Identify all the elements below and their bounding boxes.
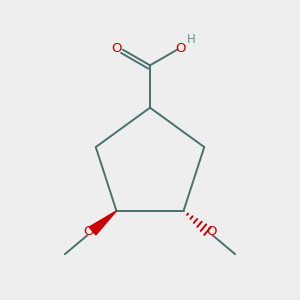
Text: H: H <box>187 33 196 46</box>
Text: O: O <box>111 42 122 55</box>
Text: O: O <box>206 225 216 238</box>
Text: O: O <box>176 42 186 55</box>
Text: O: O <box>84 225 94 238</box>
Polygon shape <box>89 211 116 235</box>
